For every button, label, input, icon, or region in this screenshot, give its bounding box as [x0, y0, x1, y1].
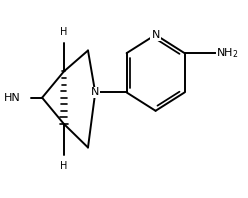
Text: NH$_2$: NH$_2$ [216, 46, 239, 60]
Text: N: N [91, 88, 99, 97]
Text: N: N [151, 30, 160, 40]
Text: H: H [60, 27, 67, 37]
Text: H: H [60, 161, 67, 171]
Text: HN: HN [4, 93, 20, 103]
